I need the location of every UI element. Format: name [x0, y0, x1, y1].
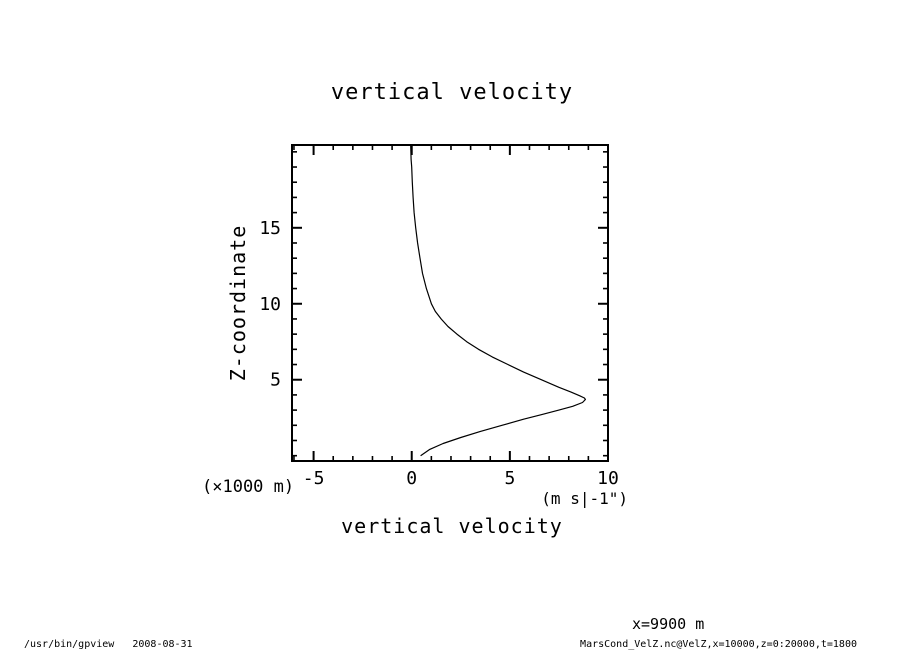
y-tick-label: 5 — [270, 370, 281, 391]
y-tick-label: 15 — [259, 218, 281, 239]
velocity-curve — [410, 145, 586, 457]
y-axis-units-label: (×1000 m) — [202, 477, 295, 497]
chart-title: vertical velocity — [330, 80, 574, 105]
x-axis-title: vertical velocity — [341, 514, 563, 538]
parameter-annotations: x=9900 m t=1800 s — [632, 574, 704, 654]
x-tick-label: 10 — [597, 468, 619, 489]
x-tick-label: 5 — [504, 468, 515, 489]
x-tick-label: -5 — [303, 468, 325, 489]
annotation-x-position: x=9900 m — [632, 615, 705, 633]
plot-frame — [291, 144, 609, 462]
x-tick-label: 0 — [406, 468, 417, 489]
y-tick-label: 10 — [259, 294, 281, 315]
footer-program-date: /usr/bin/gpview 2008-08-31 — [24, 639, 193, 650]
footer-file-info: MarsCond_VelZ.nc@VelZ,x=10000,z=0:20000,… — [580, 639, 857, 650]
x-axis-units-label: (m s|-1") — [541, 489, 628, 508]
